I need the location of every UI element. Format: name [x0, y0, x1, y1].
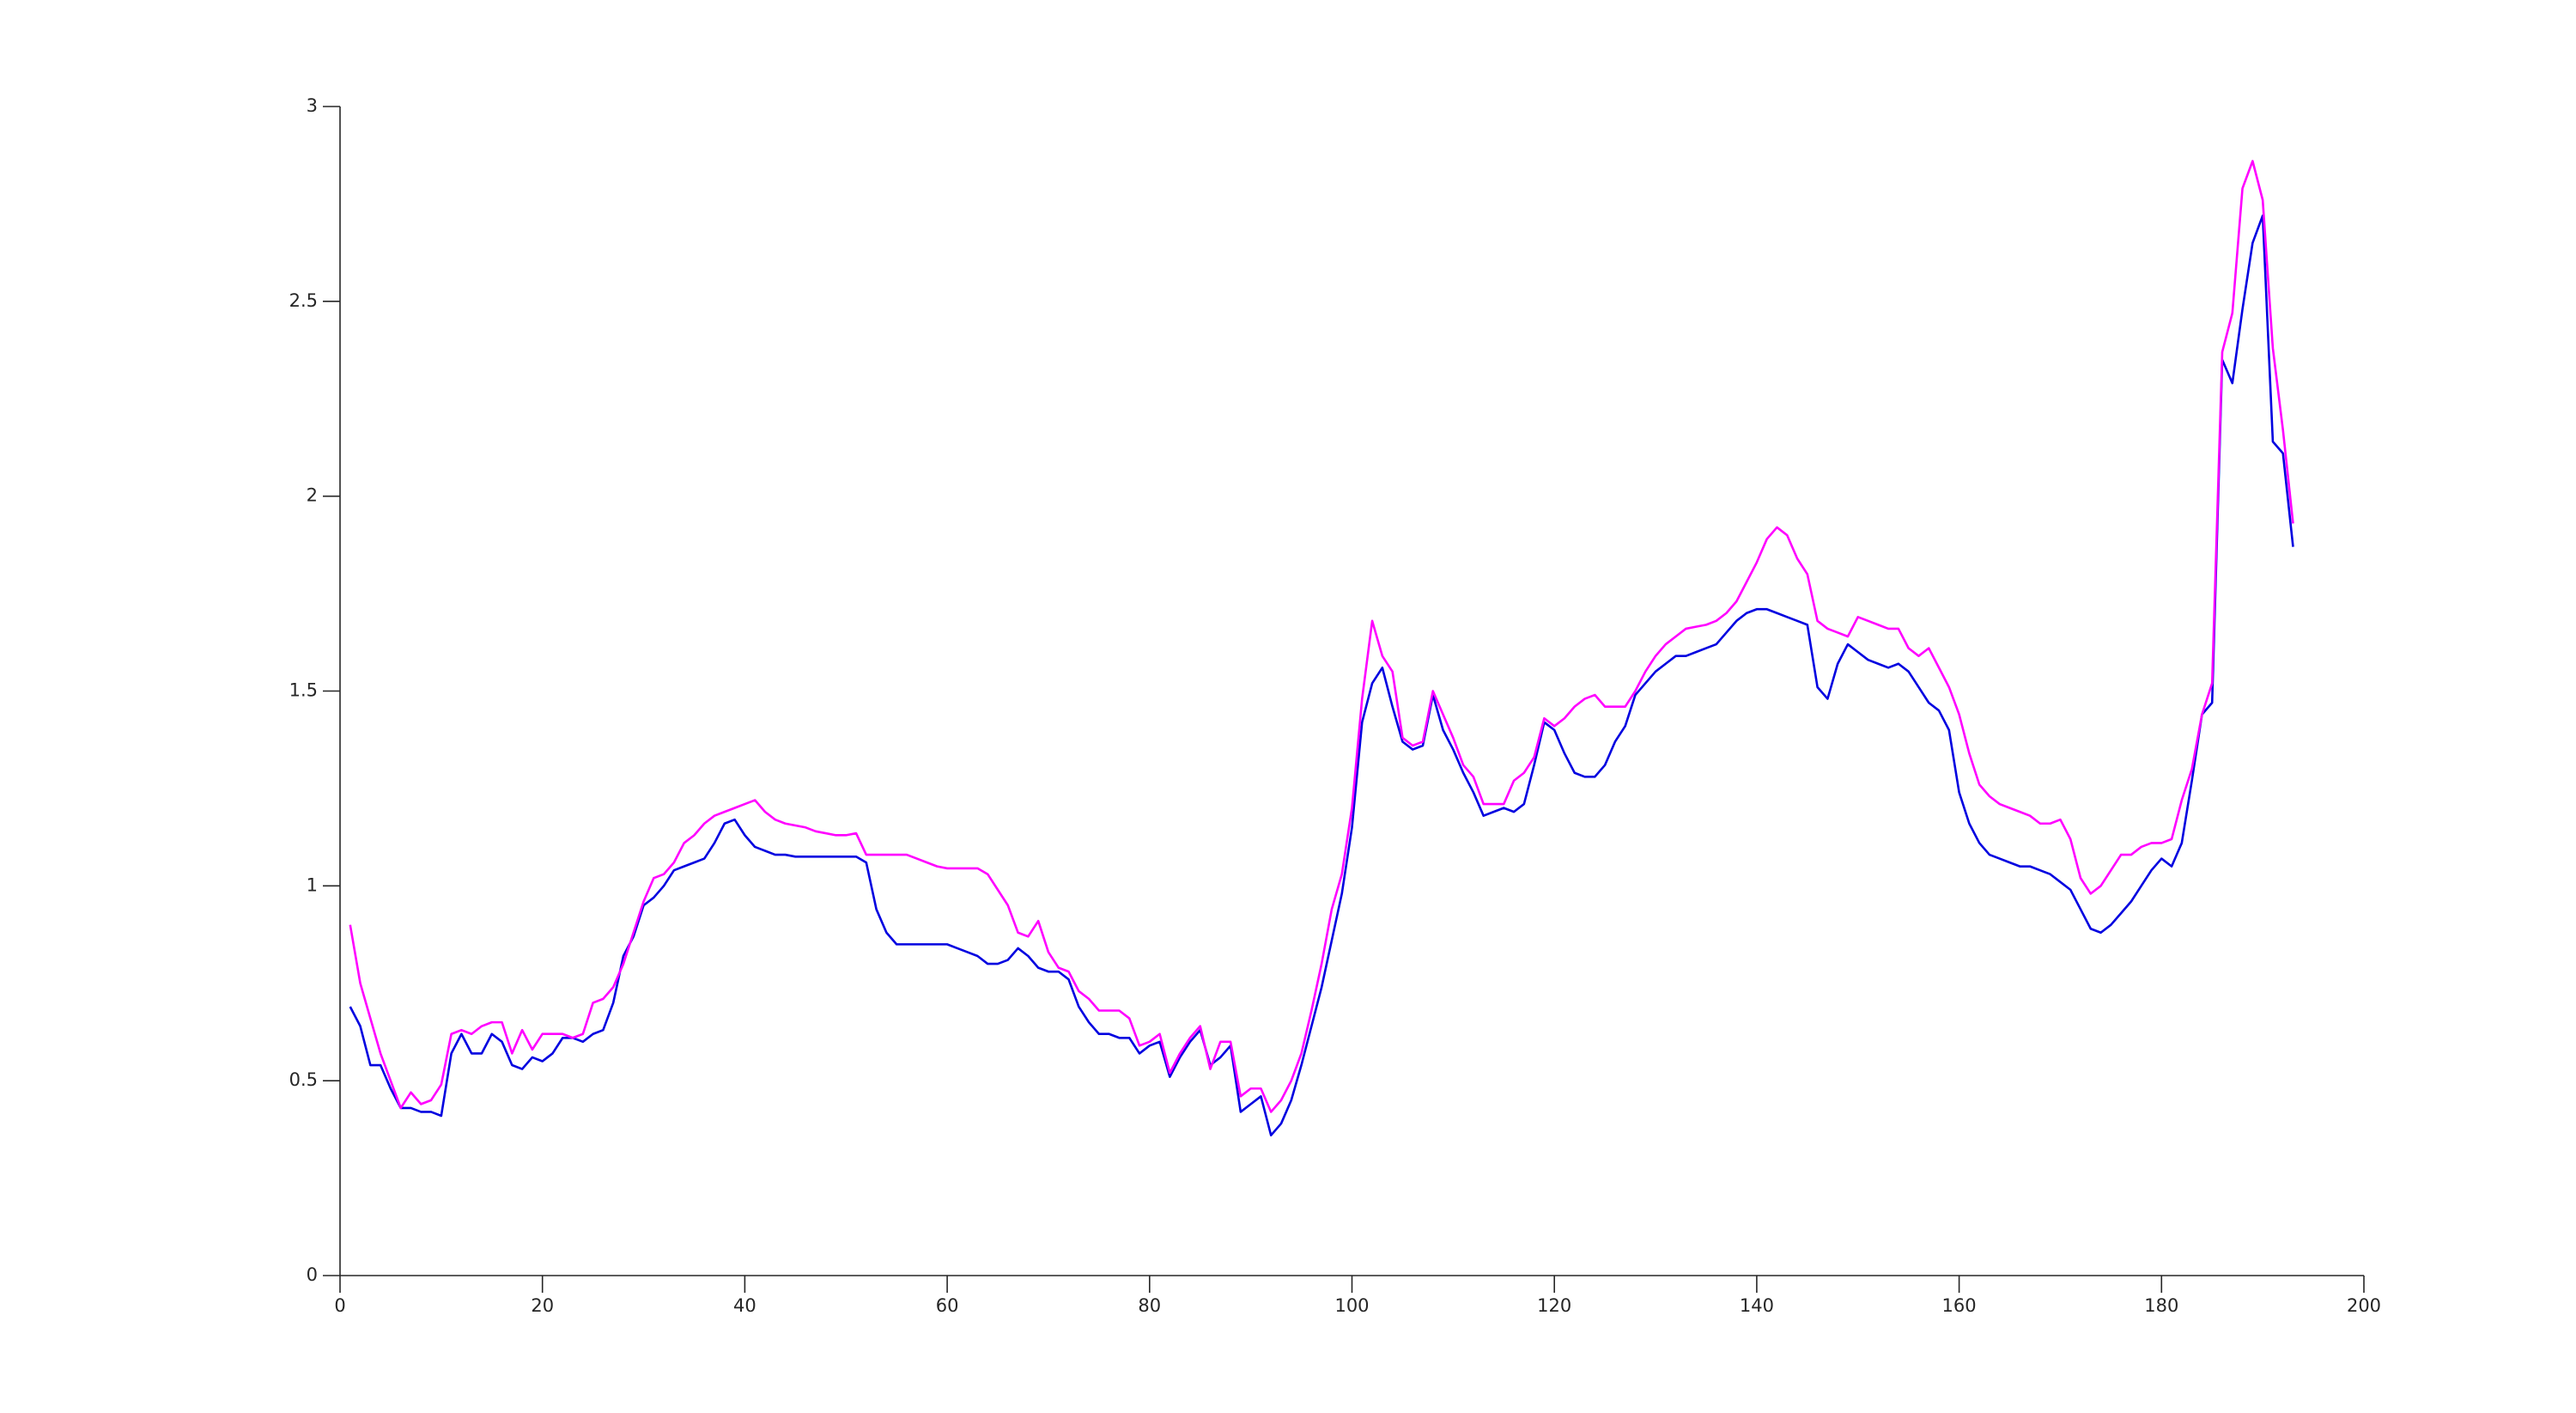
- x-tick-label: 140: [1740, 1295, 1774, 1316]
- line-series: [349, 214, 2294, 1136]
- x-tick-label: 0: [334, 1295, 345, 1316]
- y-tick-label: 2: [307, 485, 318, 506]
- y-tick-label: 1: [307, 874, 318, 895]
- x-tick-label: 60: [936, 1295, 959, 1316]
- x-tick-label: 120: [1537, 1295, 1571, 1316]
- x-tick-label: 160: [1942, 1295, 1977, 1316]
- x-tick-label: 20: [531, 1295, 554, 1316]
- x-tick-label: 180: [2144, 1295, 2178, 1316]
- x-tick-label: 40: [733, 1295, 756, 1316]
- y-tick-label: 0.5: [289, 1069, 318, 1090]
- x-tick-label: 80: [1138, 1295, 1161, 1316]
- y-tick-label: 2.5: [289, 290, 318, 311]
- x-tick-label: 200: [2347, 1295, 2381, 1316]
- x-tick-label: 100: [1334, 1295, 1369, 1316]
- y-tick-label: 0: [307, 1264, 318, 1285]
- y-tick-label: 3: [307, 95, 318, 116]
- y-tick-label: 1.5: [289, 680, 318, 701]
- line-series: [349, 160, 2294, 1113]
